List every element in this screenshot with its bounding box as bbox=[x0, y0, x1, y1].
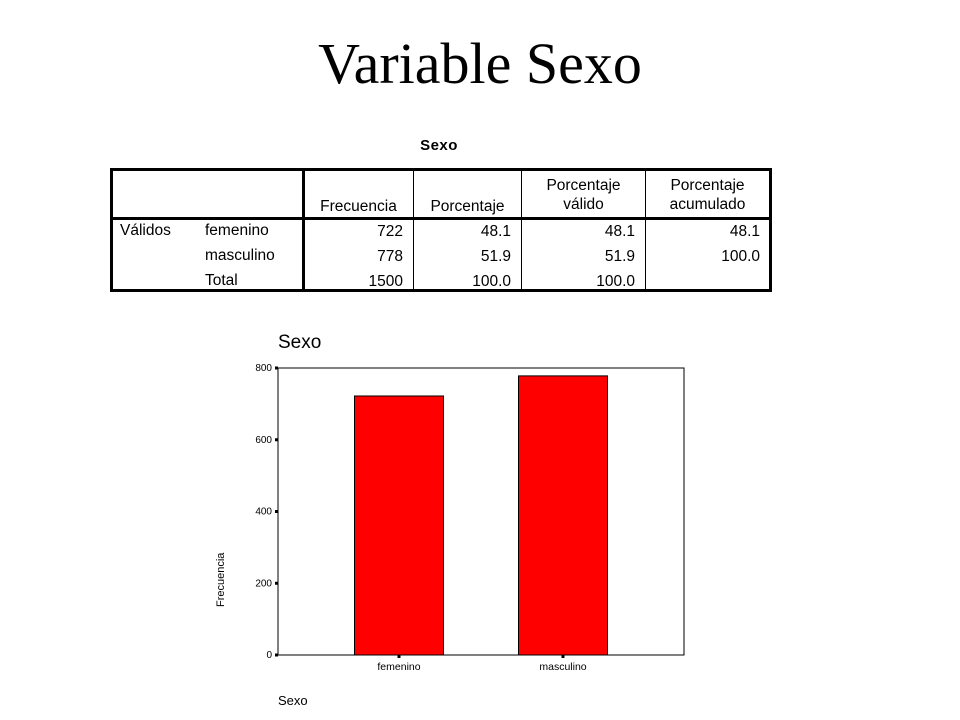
table-cell: 100.0 bbox=[472, 273, 511, 290]
y-tick-label: 600 bbox=[255, 435, 272, 446]
col-header-porcentaje: Porcentaje bbox=[430, 198, 505, 215]
y-tick-label: 800 bbox=[255, 363, 272, 374]
row-label-femenino: femenino bbox=[205, 222, 269, 239]
row-label-masculino: masculino bbox=[205, 247, 275, 264]
table-cell: 48.1 bbox=[480, 223, 511, 240]
table-cell: 51.9 bbox=[604, 248, 635, 265]
table-cell: 51.9 bbox=[480, 248, 511, 265]
table-caption: Sexo bbox=[420, 137, 458, 154]
x-axis-title: Sexo bbox=[278, 693, 308, 708]
table-divider bbox=[645, 171, 646, 289]
col-header-porcentaje-acumulado-l1: Porcentaje bbox=[670, 177, 745, 194]
table-cell: 100.0 bbox=[721, 248, 760, 265]
table-divider bbox=[413, 171, 414, 289]
bar-chart: Sexo 0 200 400 600 800 femenino masculino Frec… bbox=[210, 320, 730, 720]
y-tick-label: 200 bbox=[255, 578, 272, 589]
table-divider bbox=[521, 171, 522, 289]
table-cell: 722 bbox=[377, 223, 403, 240]
y-axis-title: Frecuencia bbox=[215, 552, 227, 607]
chart-title: Sexo bbox=[278, 332, 322, 353]
col-header-porcentaje-valido-l2: válido bbox=[563, 196, 604, 213]
slide-title: Variable Sexo bbox=[318, 31, 642, 96]
bar-masculino bbox=[518, 375, 608, 656]
x-tick-label: femenino bbox=[377, 661, 420, 673]
table-cell: 100.0 bbox=[596, 273, 635, 290]
x-tick-label: masculino bbox=[539, 661, 586, 673]
row-group-label: Válidos bbox=[120, 222, 171, 239]
table-divider bbox=[302, 171, 305, 289]
table-cell: 48.1 bbox=[729, 223, 760, 240]
table-cell: 1500 bbox=[368, 273, 403, 290]
y-tick-label: 0 bbox=[266, 650, 272, 661]
table-cell: 778 bbox=[377, 248, 403, 265]
frequency-table: Frecuencia Porcentaje Porcentaje válido … bbox=[110, 168, 772, 292]
plot-frame bbox=[277, 367, 685, 656]
bar-femenino bbox=[354, 395, 444, 656]
col-header-frecuencia: Frecuencia bbox=[320, 198, 397, 215]
col-header-porcentaje-acumulado-l2: acumulado bbox=[669, 196, 746, 213]
col-header-porcentaje-valido-l1: Porcentaje bbox=[546, 177, 621, 194]
table-header-divider bbox=[113, 217, 769, 220]
table-cell: 48.1 bbox=[604, 223, 635, 240]
y-tick-label: 400 bbox=[255, 507, 272, 518]
chart-canvas: 0 200 400 600 800 femenino masculino bbox=[255, 363, 685, 673]
row-label-total: Total bbox=[205, 272, 238, 289]
